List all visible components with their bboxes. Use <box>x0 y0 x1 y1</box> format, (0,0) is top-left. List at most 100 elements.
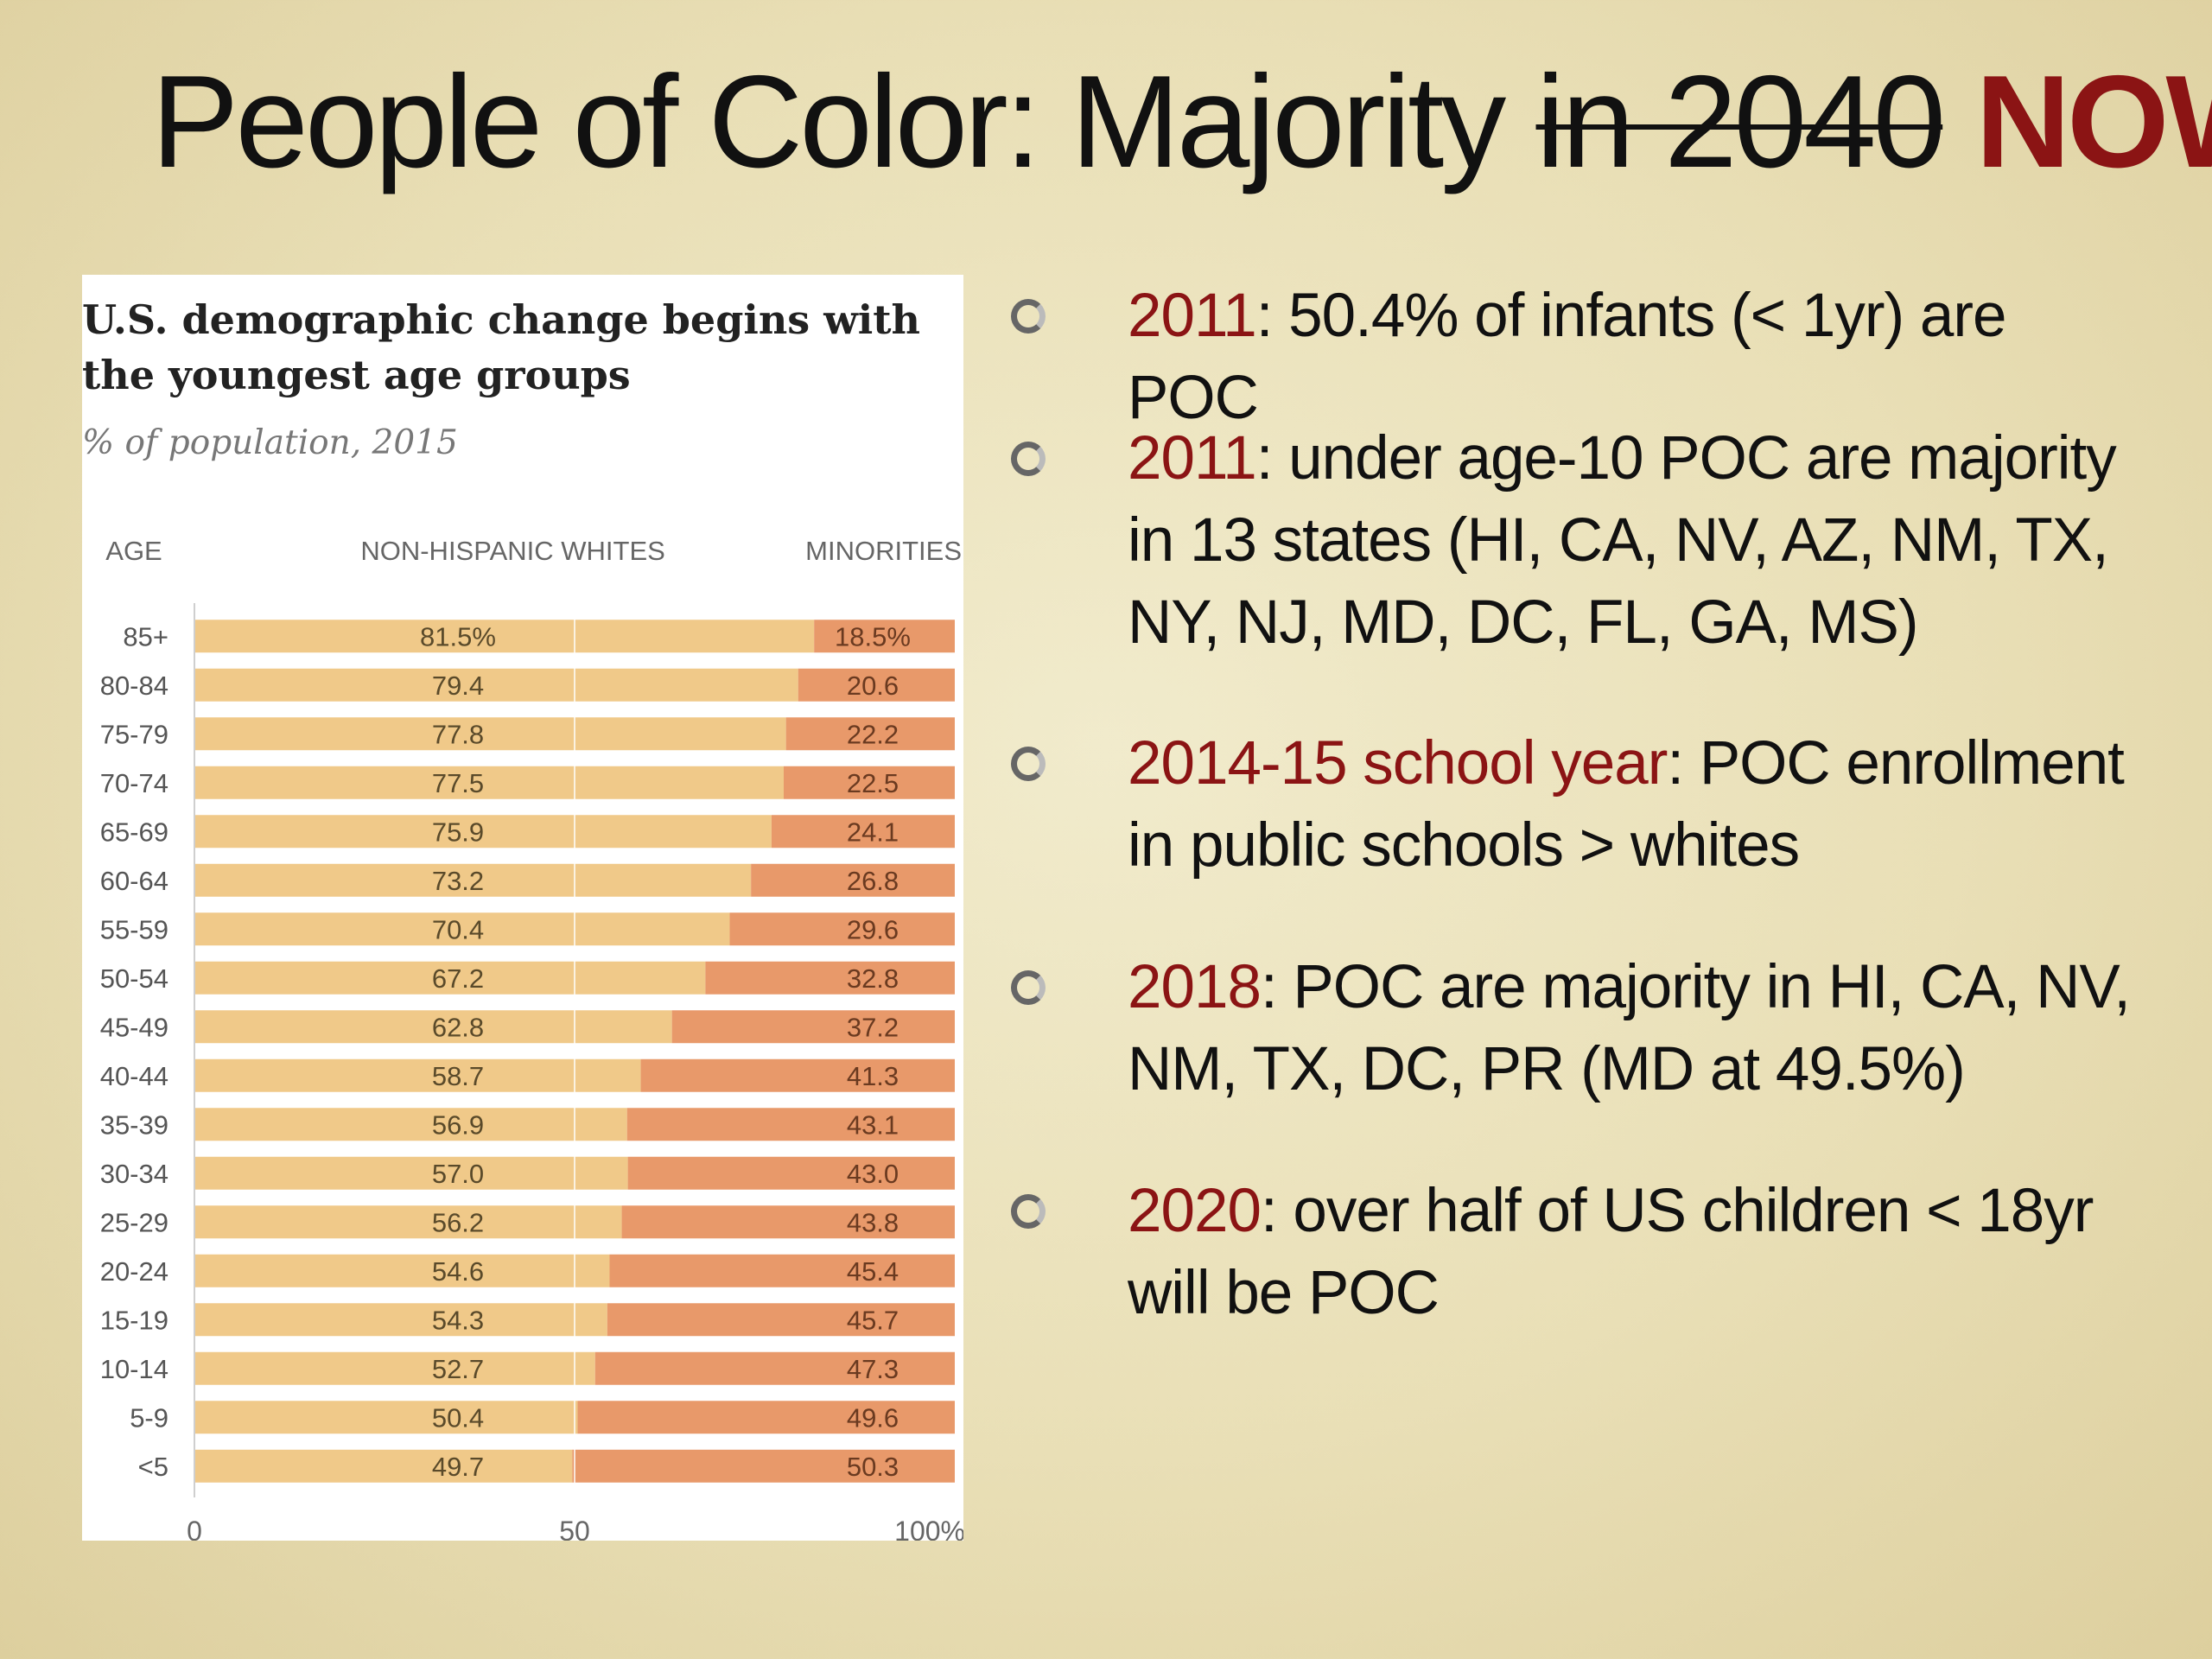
bullet-body: : under age-10 POC are majority in 13 st… <box>1128 424 2117 657</box>
value-label-minorities: 20.6 <box>847 671 899 701</box>
bar-whites <box>194 863 752 897</box>
bullet-highlight: 2020 <box>1128 1177 1262 1245</box>
bullet-circle-icon <box>1011 299 1046 334</box>
value-label-whites: 56.2 <box>432 1207 484 1237</box>
series-header-minorities: MINORITIES <box>805 536 962 566</box>
bar-minorities <box>671 1010 955 1044</box>
chart-subtitle: % of population, 2015 <box>82 423 458 462</box>
age-label: 65-69 <box>100 817 168 847</box>
title-struck-text: in 2040 <box>1535 48 1947 195</box>
series-header-whites: NON-HISPANIC WHITES <box>360 536 665 566</box>
bullet-circle-icon <box>1011 442 1046 476</box>
bar-minorities <box>627 1156 955 1190</box>
title-emphasis: NOW <box>1975 48 2212 195</box>
value-label-whites: 77.8 <box>432 719 484 749</box>
value-label-whites: 54.3 <box>432 1305 484 1335</box>
age-label: 35-39 <box>100 1109 168 1140</box>
age-label: 20-24 <box>100 1256 168 1287</box>
age-label: 50-54 <box>100 963 168 994</box>
value-label-whites: 50.4 <box>432 1402 484 1433</box>
bullet-text: 2011: 50.4% of infants (< 1yr) are POC <box>1128 275 2130 439</box>
value-label-minorities: 41.3 <box>847 1061 899 1091</box>
bar-minorities <box>626 1108 955 1141</box>
bar-minorities <box>640 1058 955 1092</box>
bar-whites <box>194 620 815 653</box>
bullet-body: : POC enrollment in public schools > whi… <box>1128 729 2125 880</box>
value-label-minorities: 18.5% <box>835 621 911 652</box>
bullet-text: 2014-15 school year: POC enrollment in p… <box>1128 722 2130 887</box>
bar-minorities <box>814 620 955 653</box>
value-label-minorities: 45.7 <box>847 1305 899 1335</box>
bar-minorities <box>609 1254 955 1287</box>
value-label-whites: 79.4 <box>432 671 484 701</box>
value-label-minorities: 49.6 <box>847 1402 899 1433</box>
bullet-text: 2018: POC are majority in HI, CA, NV, NM… <box>1128 946 2131 1110</box>
value-label-minorities: 43.8 <box>847 1207 899 1237</box>
bar-whites <box>194 815 772 849</box>
age-label: 40-44 <box>100 1061 168 1091</box>
value-label-minorities: 22.5 <box>847 768 899 798</box>
value-label-minorities: 43.0 <box>847 1159 899 1189</box>
bar-minorities <box>594 1351 955 1385</box>
bar-whites <box>194 1058 641 1092</box>
age-column-header: AGE <box>105 536 162 566</box>
value-label-minorities: 24.1 <box>847 817 899 847</box>
bar-minorities <box>784 766 955 799</box>
bar-whites <box>194 668 798 702</box>
age-label: 70-74 <box>100 768 168 798</box>
value-label-whites: 54.6 <box>432 1256 484 1287</box>
x-tick-label: 0 <box>187 1516 202 1541</box>
age-label: 45-49 <box>100 1012 168 1042</box>
bar-whites <box>194 1401 578 1434</box>
bar-whites <box>194 1205 622 1239</box>
bullet-circle-icon <box>1011 1194 1046 1229</box>
bullet-highlight: 2018 <box>1128 953 1262 1021</box>
value-label-whites: 75.9 <box>432 817 484 847</box>
bar-whites <box>194 961 706 995</box>
bar-whites <box>194 1010 672 1044</box>
bar-minorities <box>572 1449 955 1483</box>
bullet-body: : over half of US children < 18yr will b… <box>1128 1177 2094 1327</box>
bar-minorities <box>751 863 955 897</box>
value-label-whites: 49.7 <box>432 1452 484 1482</box>
value-label-whites: 70.4 <box>432 914 484 944</box>
value-label-whites: 56.9 <box>432 1109 484 1140</box>
age-label: 10-14 <box>100 1354 168 1384</box>
age-label: 5-9 <box>130 1402 168 1433</box>
age-label: 75-79 <box>100 719 168 749</box>
value-label-minorities: 43.1 <box>847 1109 899 1140</box>
bullet-circle-icon <box>1011 970 1046 1005</box>
bar-minorities <box>705 961 955 995</box>
value-label-minorities: 45.4 <box>847 1256 899 1287</box>
age-label: 80-84 <box>100 671 168 701</box>
bullet-body: : 50.4% of infants (< 1yr) are POC <box>1128 282 2006 432</box>
chart-title: U.S. demographic change begins with the … <box>82 296 920 399</box>
bar-minorities <box>771 815 955 849</box>
value-label-minorities: 32.8 <box>847 963 899 994</box>
value-label-minorities: 37.2 <box>847 1012 899 1042</box>
age-label: 25-29 <box>100 1207 168 1237</box>
age-label: <5 <box>138 1452 168 1482</box>
bar-whites <box>194 1108 627 1141</box>
value-label-minorities: 26.8 <box>847 866 899 896</box>
bar-whites <box>194 1303 607 1337</box>
value-label-whites: 62.8 <box>432 1012 484 1042</box>
bar-whites <box>194 1156 628 1190</box>
age-label: 85+ <box>123 621 168 652</box>
bullet-text: 2011: under age-10 POC are majority in 1… <box>1128 417 2130 664</box>
value-label-whites: 57.0 <box>432 1159 484 1189</box>
value-label-minorities: 47.3 <box>847 1354 899 1384</box>
bullet-text: 2020: over half of US children < 18yr wi… <box>1128 1170 2130 1334</box>
age-label: 55-59 <box>100 914 168 944</box>
bar-whites <box>194 717 786 751</box>
x-tick-label: 100% <box>894 1516 963 1541</box>
age-label: 15-19 <box>100 1305 168 1335</box>
bar-minorities <box>729 912 955 946</box>
demographic-bar-chart: AGE NON-HISPANIC WHITES MINORITIES 85+ 81.5%… <box>100 536 963 1541</box>
age-label: 30-34 <box>100 1159 168 1189</box>
bullet-highlight: 2014-15 school year <box>1128 729 1668 798</box>
bar-minorities <box>577 1401 955 1434</box>
value-label-whites: 67.2 <box>432 963 484 994</box>
bar-whites <box>194 766 784 799</box>
age-label: 60-64 <box>100 866 168 896</box>
